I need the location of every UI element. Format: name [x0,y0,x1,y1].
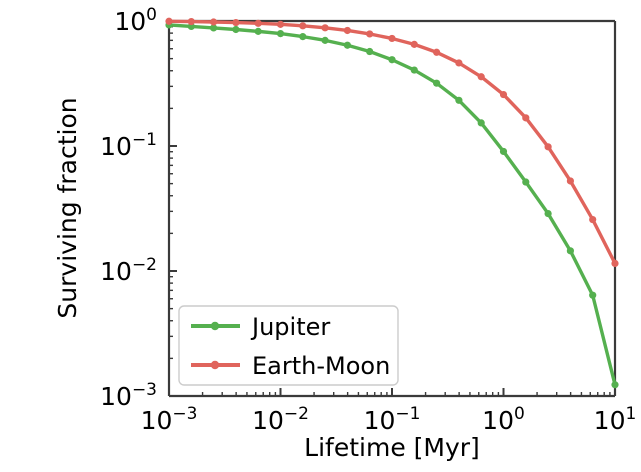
data-point [343,41,351,49]
data-point [433,79,441,87]
data-point [343,26,351,35]
x-axis-title: Lifetime [Myr] [304,433,480,462]
legend-label-earth-moon: Earth-Moon [252,352,390,380]
legend-swatch-marker-jupiter [210,321,220,331]
y-tick-label-2: 10−1 [100,130,157,161]
data-point [611,259,619,268]
series-earth-moon [165,17,619,268]
data-point [210,18,218,26]
data-point [611,381,619,389]
data-point [544,209,552,218]
data-point [589,291,597,299]
y-tick-label-3: 100 [114,5,157,36]
data-point [477,119,485,127]
data-point [321,24,329,32]
data-point [410,66,418,74]
data-point [299,33,307,41]
data-point [499,90,508,99]
data-point [477,73,485,81]
data-point [388,34,396,43]
data-point [165,17,173,25]
data-point [299,22,307,30]
data-point [544,143,552,151]
data-point [499,147,508,156]
data-point [366,47,374,56]
data-point [210,24,218,32]
data-point [455,59,463,67]
data-point [254,19,262,27]
legend-entry-jupiter[interactable]: Jupiter [191,313,330,341]
legend[interactable]: Jupiter Earth-Moon [178,305,399,386]
data-point [321,36,329,44]
data-point [410,40,418,48]
legend-label-jupiter: Jupiter [250,313,330,341]
y-axis-title: Surviving fraction [53,97,82,318]
x-tick-label-0: 10−3 [141,404,198,435]
data-point [366,30,374,38]
y-tick-label-1: 10−2 [100,255,157,286]
x-tick-label-2: 10−1 [364,404,421,435]
series-jupiter [165,21,619,389]
data-point [187,17,195,26]
data-point [522,178,530,186]
data-point [388,56,396,64]
data-point [276,29,285,38]
x-tick-label-3: 100 [482,404,525,435]
x-tick-label-1: 10−2 [252,404,309,435]
legend-entry-earth-moon[interactable]: Earth-Moon [191,352,390,380]
data-point [254,27,262,35]
y-tick-label-0: 10−3 [100,380,157,411]
x-axis-tick-labels: 10−3 10−2 10−1 100 101 [141,404,637,435]
data-point [589,215,597,224]
y-axis-tick-labels: 10−3 10−2 10−1 100 [100,5,157,411]
data-series-layer [165,17,619,389]
data-point [433,48,441,56]
data-point [566,177,575,185]
data-point [276,20,285,28]
data-point [455,96,463,104]
data-point [232,25,240,34]
data-point [522,114,530,122]
x-tick-label-4: 101 [594,404,637,435]
data-point [566,247,575,255]
data-point [232,18,240,27]
legend-swatch-marker-earth-moon [210,360,220,370]
